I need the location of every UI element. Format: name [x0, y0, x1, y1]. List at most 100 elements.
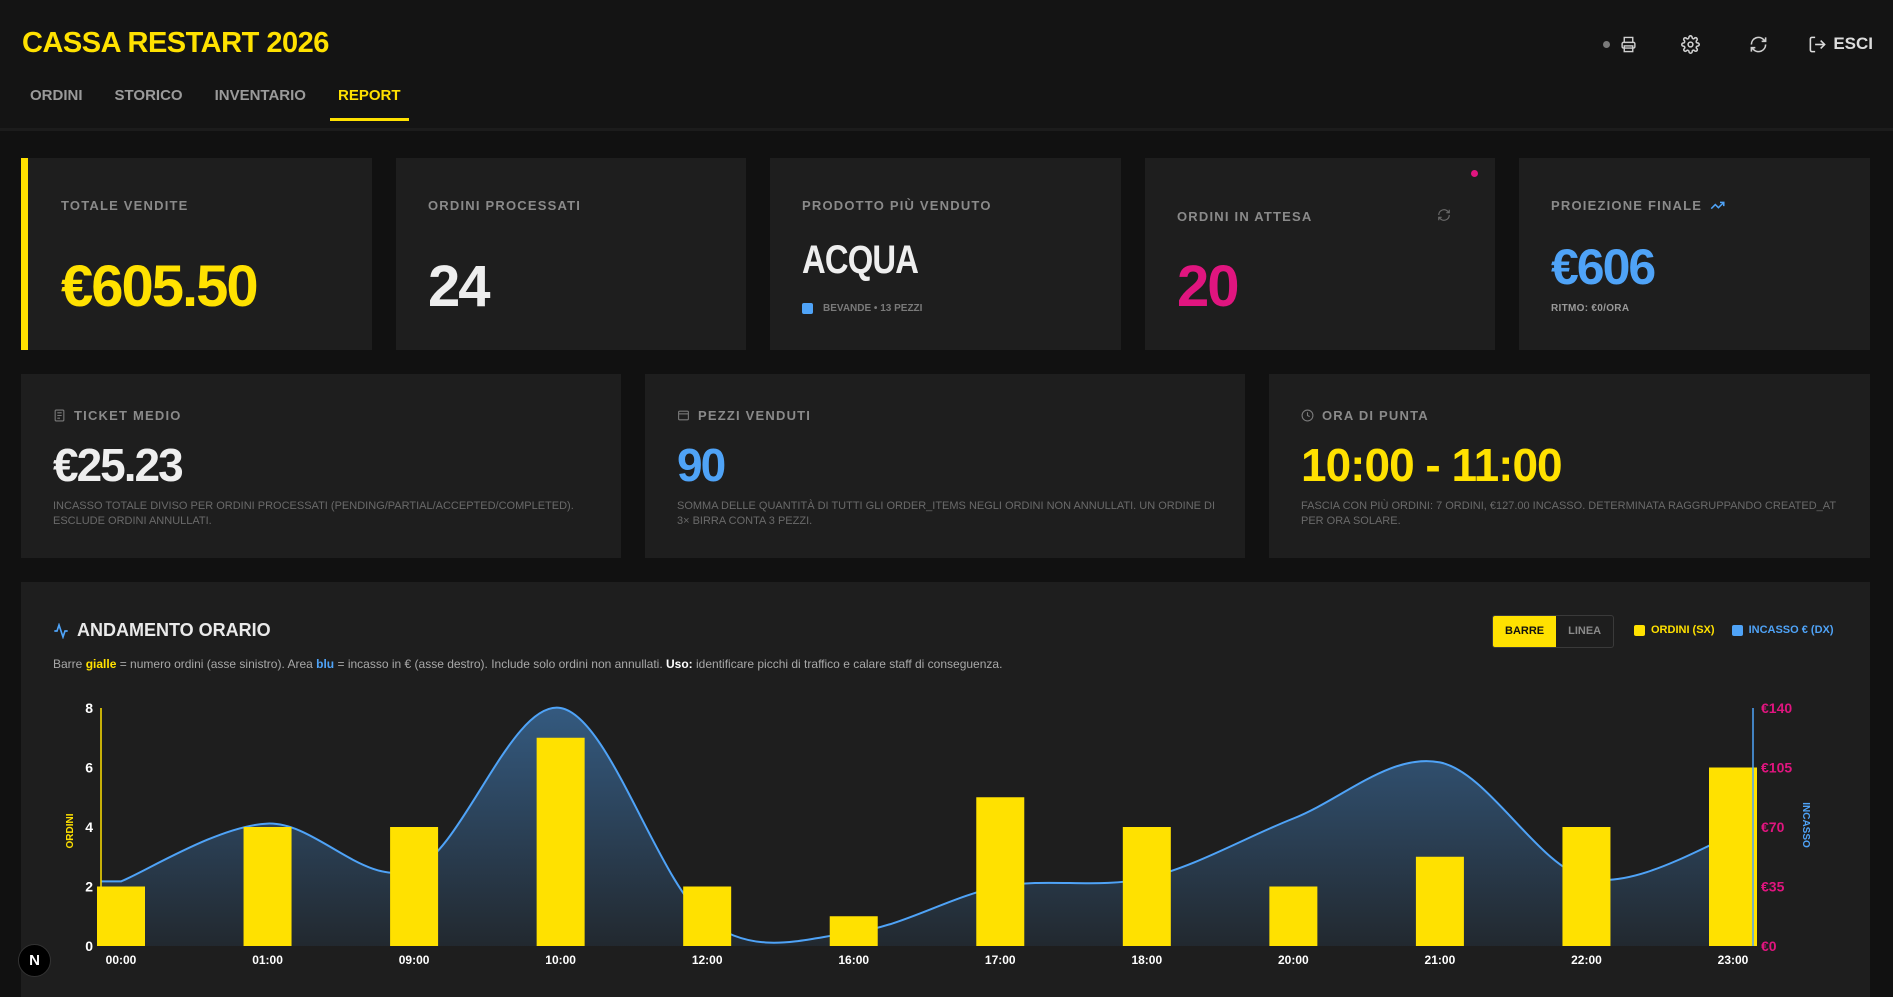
toggle-bars-button[interactable]: BARRE [1493, 616, 1557, 647]
orders-bar [243, 827, 292, 946]
exit-label: ESCI [1833, 34, 1873, 53]
alert-dot [1471, 170, 1478, 177]
header-actions: ESCI [1603, 32, 1873, 56]
right-axis-title: INCASSO [1800, 802, 1811, 848]
orders-bar [1415, 856, 1464, 946]
orders-bar [976, 797, 1025, 946]
product-category: BEVANDE • 13 PEZZI [802, 303, 922, 314]
clock-icon [1301, 409, 1314, 422]
category-swatch [802, 303, 813, 314]
gear-icon[interactable] [1678, 32, 1702, 56]
left-axis-title: ORDINI [65, 813, 76, 848]
kpi-value: €606 [1551, 239, 1656, 295]
orders-bar [829, 916, 878, 946]
stat-pezzi-venduti: PEZZI VENDUTI 90 SOMMA DELLE QUANTITÀ DI… [645, 374, 1245, 558]
chart-legend: ORDINI (SX) INCASSO € (DX) [1634, 624, 1851, 636]
stat-label: ORA DI PUNTA [1301, 408, 1429, 423]
kpi-ordini-attesa: ORDINI IN ATTESA 20 [1145, 158, 1495, 350]
desc-yellow: gialle [85, 657, 117, 671]
tab-ordini[interactable]: ORDINI [30, 87, 83, 104]
desc-part: = numero ordini (asse sinistro). Area [116, 657, 317, 671]
desc-blue: blu [316, 657, 335, 671]
orders-bar [1122, 827, 1171, 946]
exit-button[interactable]: ESCI [1808, 34, 1873, 54]
left-tick-label: 4 [85, 819, 93, 835]
stat-label: TICKET MEDIO [53, 408, 182, 423]
orders-bar [1562, 827, 1611, 946]
legend-orders: ORDINI (SX) [1634, 624, 1715, 636]
kpi-value: ACQUA [802, 238, 919, 282]
right-tick-label: €35 [1761, 879, 1785, 895]
right-tick-label: €0 [1761, 938, 1777, 954]
print-icon[interactable] [1616, 32, 1640, 56]
kpi-prodotto-top: PRODOTTO PIÙ VENDUTO ACQUA BEVANDE • 13 … [770, 158, 1121, 350]
x-tick-label: 12:00 [692, 953, 723, 967]
app-header: CASSA RESTART 2026 ORDINI STORICO INVENT… [0, 0, 1893, 131]
refresh-icon[interactable] [1437, 208, 1451, 227]
stat-label-text: PEZZI VENDUTI [698, 408, 812, 423]
chart-description: Barre gialle = numero ordini (asse sinis… [53, 657, 1002, 671]
kpi-label: ORDINI IN ATTESA [1177, 209, 1313, 224]
x-tick-label: 17:00 [985, 953, 1016, 967]
stat-ora-punta: ORA DI PUNTA 10:00 - 11:00 FASCIA CON PI… [1269, 374, 1870, 558]
x-tick-label: 22:00 [1571, 953, 1602, 967]
x-tick-label: 18:00 [1131, 953, 1162, 967]
right-tick-label: €105 [1761, 760, 1792, 776]
hourly-chart-panel: ANDAMENTO ORARIO Barre gialle = numero o… [21, 582, 1870, 997]
accent-bar [21, 158, 28, 350]
tab-storico[interactable]: STORICO [114, 87, 183, 104]
tab-inventario[interactable]: INVENTARIO [214, 87, 306, 104]
category-detail: BEVANDE • 13 PEZZI [823, 303, 923, 314]
kpi-label: PROIEZIONE FINALE [1551, 198, 1725, 213]
stat-value: 90 [677, 439, 726, 491]
orders-bar [97, 886, 145, 946]
stat-label: PEZZI VENDUTI [677, 408, 811, 423]
box-icon [678, 410, 689, 421]
app-title: CASSA RESTART 2026 [22, 27, 329, 59]
stat-value: 10:00 - 11:00 [1301, 439, 1563, 491]
activity-icon [54, 622, 68, 639]
left-tick-label: 0 [85, 938, 93, 954]
left-tick-label: 6 [85, 760, 93, 776]
kpi-label: ORDINI PROCESSATI [428, 198, 582, 213]
stat-description: INCASSO TOTALE DIVISO PER ORDINI PROCESS… [53, 500, 574, 527]
stat-description: SOMMA DELLE QUANTITÀ DI TUTTI GLI ORDER_… [677, 500, 1216, 527]
kpi-detail: RITMO: €0/ORA [1551, 303, 1630, 314]
x-tick-label: 09:00 [399, 953, 430, 967]
x-tick-label: 16:00 [838, 953, 869, 967]
stat-description: FASCIA CON PIÙ ORDINI: 7 ORDINI, €127.00… [1301, 500, 1836, 527]
x-tick-label: 01:00 [252, 953, 283, 967]
kpi-ordini-processati: ORDINI PROCESSATI 24 [396, 158, 746, 350]
desc-part: Barre [53, 657, 86, 671]
tab-bar: ORDINI STORICO INVENTARIO REPORT [22, 82, 425, 121]
x-tick-label: 10:00 [545, 953, 576, 967]
desc-part: identificare picchi di traffico e calare… [692, 657, 1003, 671]
toggle-line-button[interactable]: LINEA [1568, 625, 1602, 637]
x-tick-label: 00:00 [106, 953, 137, 967]
orders-bar [536, 737, 585, 946]
orders-bar [390, 827, 439, 946]
trending-up-icon [1710, 201, 1725, 210]
left-tick-label: 2 [85, 879, 93, 895]
legend-swatch [1634, 624, 1645, 636]
dev-indicator-badge[interactable]: N [18, 944, 51, 977]
desc-part: = incasso in € (asse destro). Include so… [334, 657, 666, 671]
stat-ticket-medio: TICKET MEDIO €25.23 INCASSO TOTALE DIVIS… [21, 374, 621, 558]
orders-bar [1269, 886, 1318, 946]
right-tick-label: €140 [1761, 700, 1792, 716]
revenue-area [101, 707, 1753, 946]
legend-swatch [1731, 624, 1743, 636]
connection-status-dot [1603, 40, 1611, 48]
chart-type-toggle: BARRE LINEA [1492, 615, 1615, 648]
receipt-icon [54, 409, 65, 422]
tab-report[interactable]: REPORT [329, 82, 409, 121]
refresh-icon[interactable] [1746, 32, 1770, 56]
hourly-chart: 0 2 4 6 8 €0 €35 €70 €105 €140 00:00 01:00 09:00 10:0… [65, 700, 1811, 967]
chart-title-text: ANDAMENTO ORARIO [77, 620, 271, 640]
x-tick-label: 20:00 [1278, 953, 1309, 967]
x-tick-label: 21:00 [1425, 953, 1456, 967]
stat-label-text: ORA DI PUNTA [1322, 408, 1429, 423]
legend-label: ORDINI (SX) [1651, 624, 1715, 636]
legend-label: INCASSO € (DX) [1748, 624, 1834, 636]
chart-title: ANDAMENTO ORARIO [53, 620, 271, 641]
